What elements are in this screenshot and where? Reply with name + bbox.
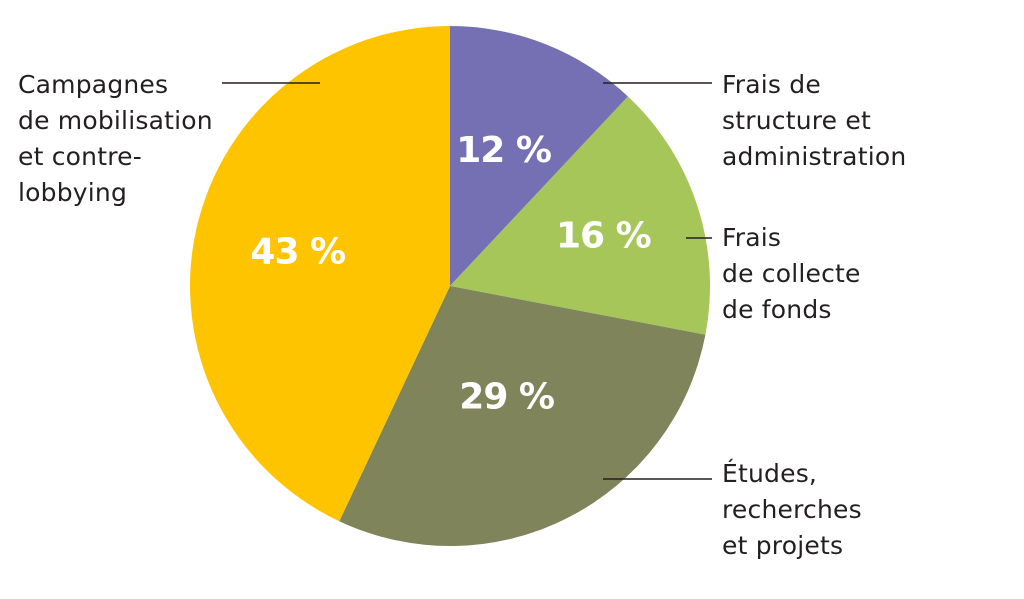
- pie-slice-structure: [450, 26, 628, 286]
- value-label-campagnes: 43 %: [250, 231, 345, 272]
- value-label-collecte: 16 %: [556, 216, 651, 257]
- label-frais-collecte: Frais de collecte de fonds: [722, 223, 861, 324]
- label-campagnes: Campagnes de mobilisation et contre- lob…: [18, 70, 213, 207]
- pie-slice-campagnes: [189, 26, 451, 522]
- leader-lines: [222, 82, 712, 480]
- value-label-etudes: 29 %: [459, 377, 554, 418]
- label-etudes: Études, recherches et projets: [722, 459, 862, 560]
- value-label-structure: 12 %: [456, 130, 551, 171]
- slice-value-labels: 12 % 16 % 29 % 43 %: [250, 130, 651, 418]
- pie-slice-collecte: [450, 96, 710, 335]
- pie-slices: [189, 26, 710, 546]
- pie-slice-etudes: [339, 286, 706, 546]
- label-frais-structure: Frais de structure et administration: [722, 70, 907, 171]
